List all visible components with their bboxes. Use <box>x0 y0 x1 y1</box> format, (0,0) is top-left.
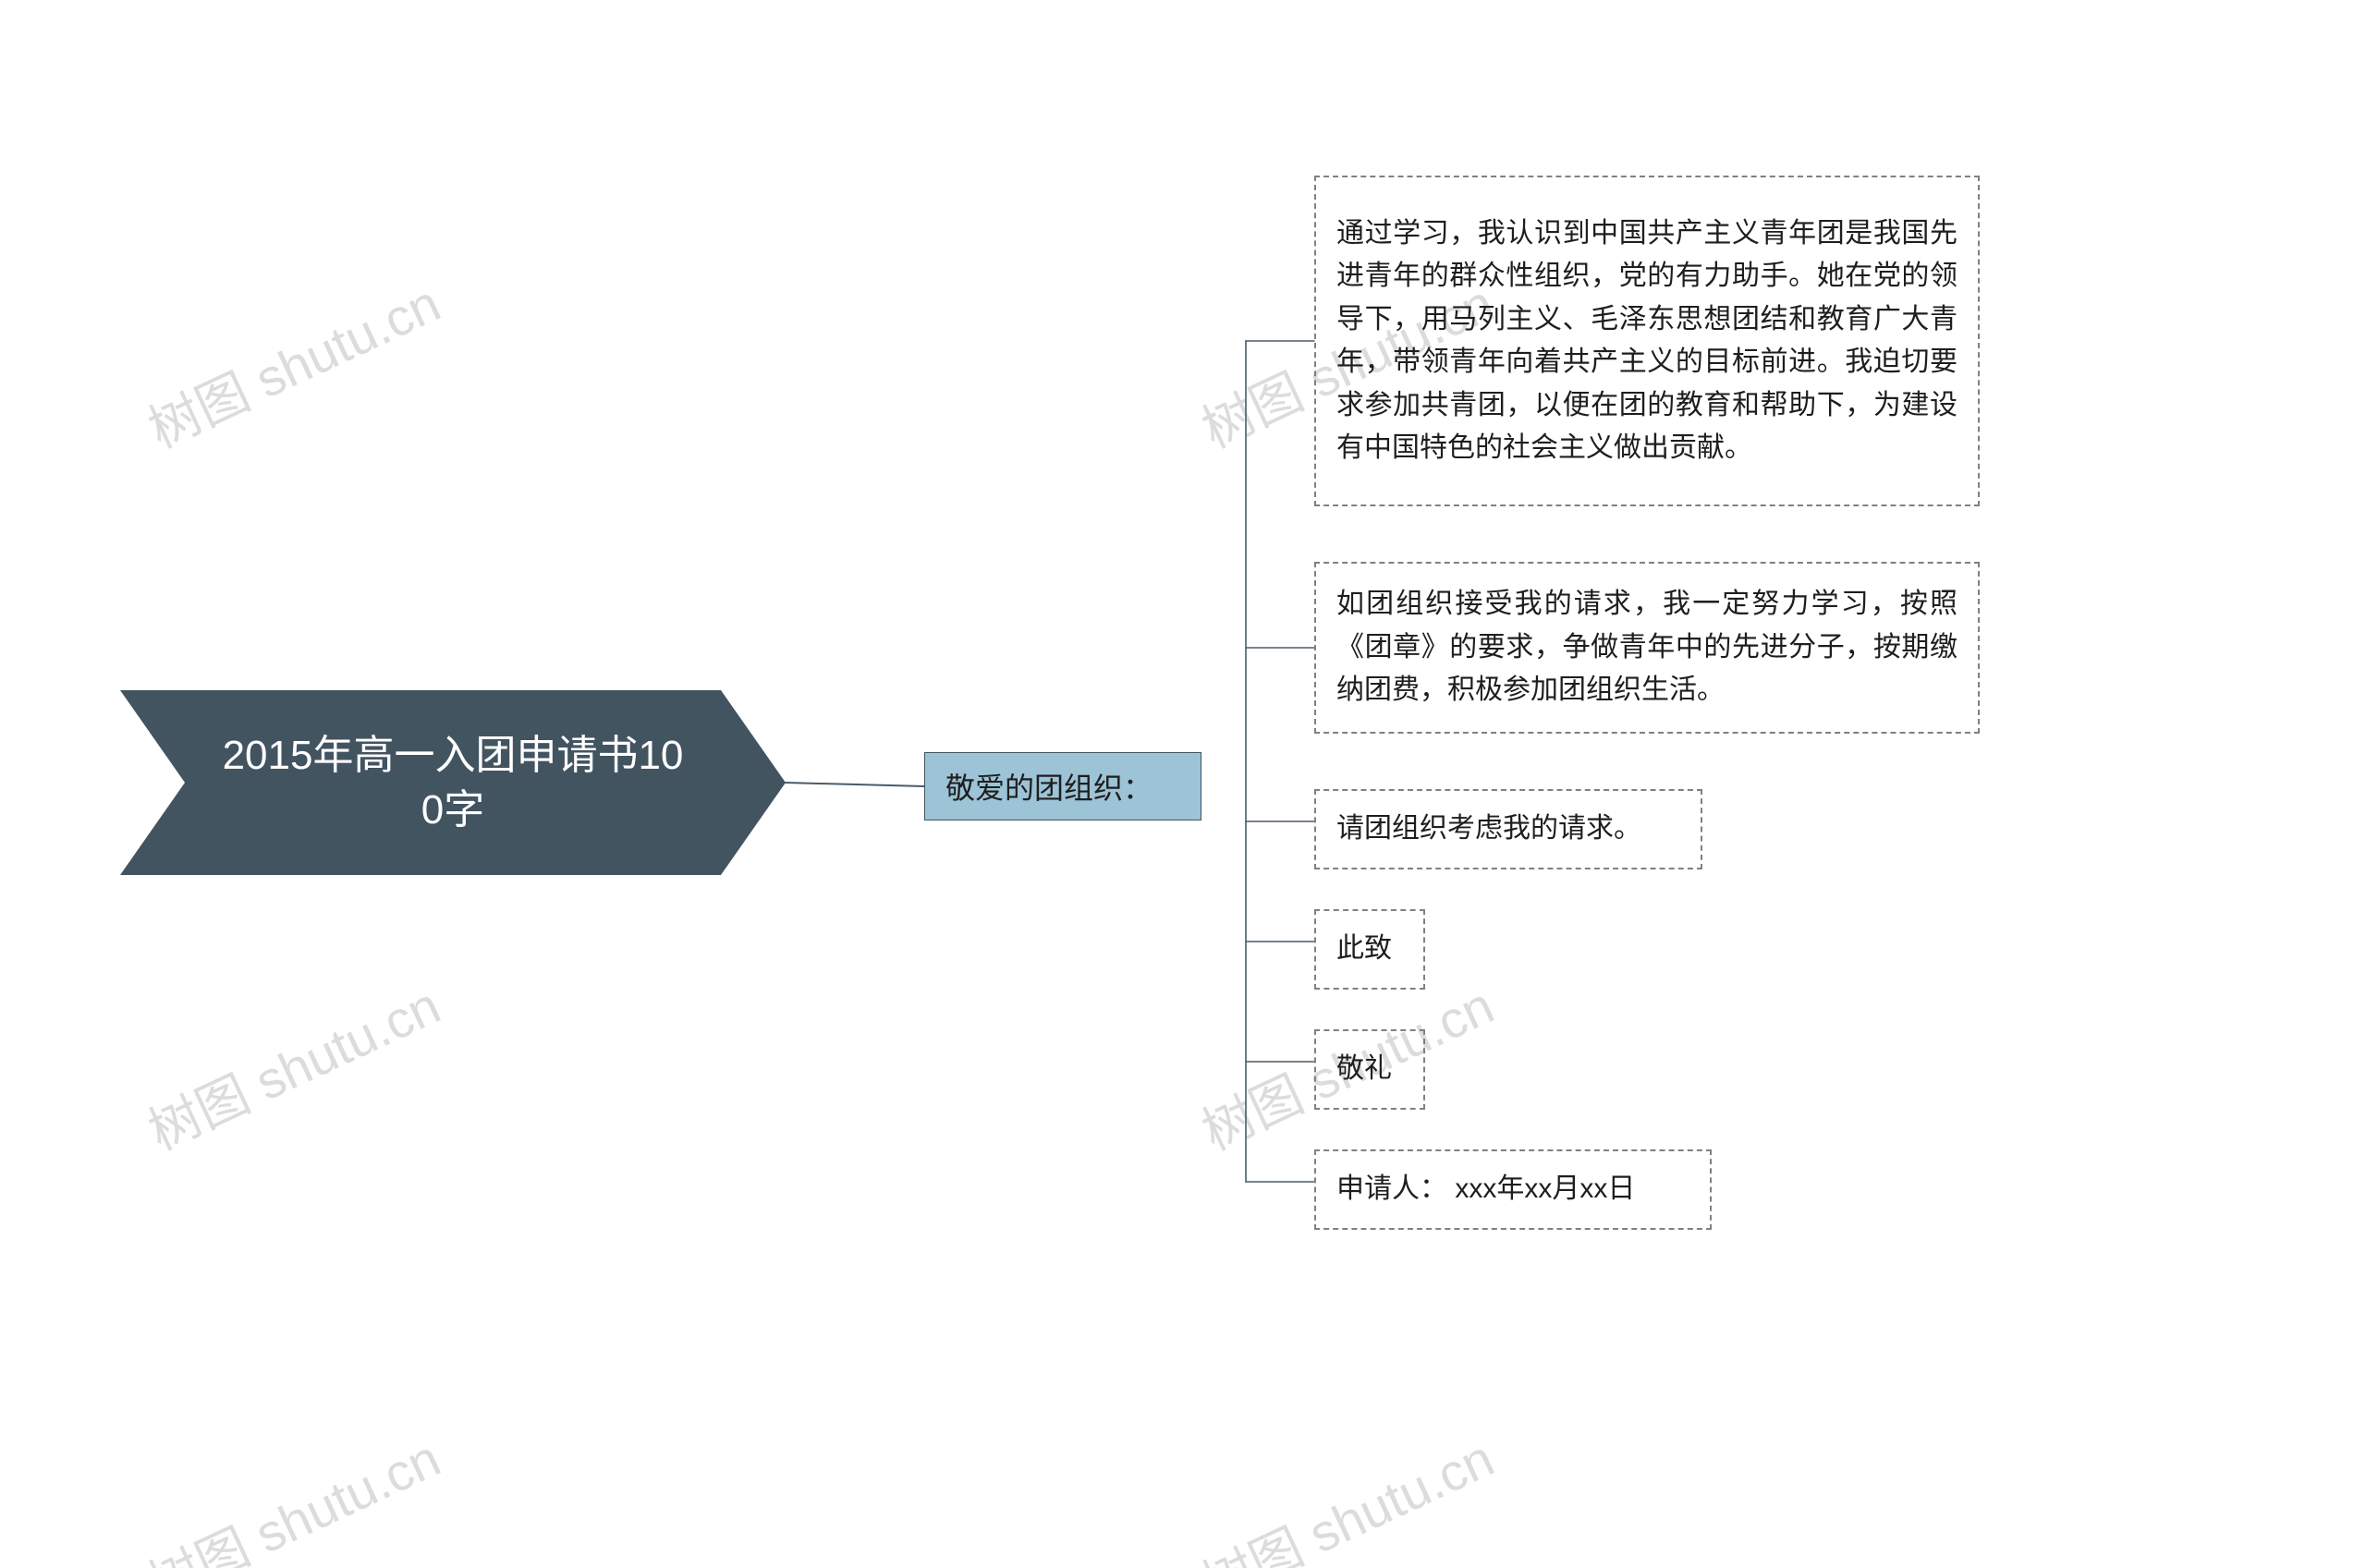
leaf-node-text: 请团组织考虑我的请求。 <box>1336 808 1641 851</box>
mindmap-canvas: 树图 shutu.cn 树图 shutu.cn 树图 shutu.cn 树图 shut… <box>0 0 2366 1568</box>
leaf-node-text: 如团组织接受我的请求，我一定努力学习，按照《团章》的要求，争做青年中的先进分子，… <box>1336 583 1957 712</box>
leaf-node-text: 通过学习，我认识到中国共产主义青年团是我国先进青年的群众性组织，党的有力助手。她… <box>1336 213 1957 470</box>
leaf-node-text: 申请人： xxx年xx月xx日 <box>1336 1168 1635 1211</box>
watermark-text: 树图 shutu.cn <box>135 965 451 1165</box>
level2-node-label: 敬爱的团组织： <box>945 765 1153 808</box>
leaf-node: 敬礼 <box>1314 1029 1425 1110</box>
root-node-title: 2015年高一入团申请书10 0字 <box>223 728 684 838</box>
level2-node: 敬爱的团组织： <box>924 752 1201 820</box>
leaf-node-text: 敬礼 <box>1336 1048 1392 1091</box>
leaf-node: 申请人： xxx年xx月xx日 <box>1314 1149 1712 1230</box>
leaf-node: 通过学习，我认识到中国共产主义青年团是我国先进青年的群众性组织，党的有力助手。她… <box>1314 176 1980 506</box>
watermark-text: 树图 shutu.cn <box>135 1417 451 1568</box>
watermark-text: 树图 shutu.cn <box>135 262 451 463</box>
leaf-node: 此致 <box>1314 909 1425 990</box>
watermark-text: 树图 shutu.cn <box>1189 1417 1505 1568</box>
leaf-node: 请团组织考虑我的请求。 <box>1314 789 1702 869</box>
leaf-node: 如团组织接受我的请求，我一定努力学习，按照《团章》的要求，争做青年中的先进分子，… <box>1314 562 1980 734</box>
root-node: 2015年高一入团申请书10 0字 <box>120 690 786 875</box>
leaf-node-text: 此致 <box>1336 928 1392 971</box>
